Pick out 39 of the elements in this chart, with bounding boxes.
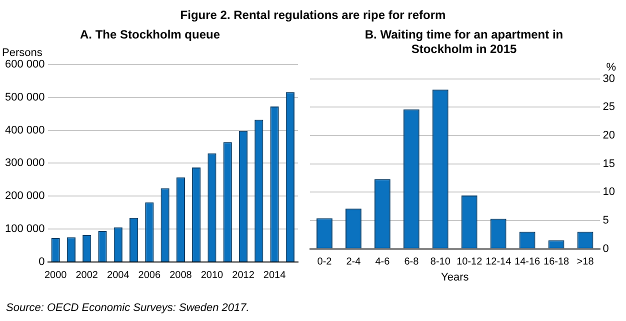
text: Figure 2. Rental regulations are ripe for reform [179, 8, 447, 22]
x-tick-label: 2000 [44, 270, 68, 281]
source-note: Source: OECD Economic Surveys: Sweden 2017. [6, 302, 250, 314]
x-tick-label: 2-4 [346, 256, 362, 268]
x-tick-label: 8-10 [430, 256, 451, 268]
x-tick-label: 0-2 [317, 256, 332, 268]
y-tick-label: 300 000 [4, 157, 45, 170]
x-tick-label: 2008 [170, 270, 192, 281]
x-tick-label: 2010 [200, 270, 224, 281]
x-tick-label: 10-12 [456, 256, 483, 268]
x-tick-label: 2012 [232, 270, 255, 281]
y-tick-label: 600 000 [4, 58, 45, 70]
y-tick-label: 0 [602, 242, 609, 255]
x-tick-label: 4-6 [375, 256, 390, 268]
y-tick-label: 10 [602, 186, 616, 198]
x-tick-label: 12-14 [486, 256, 512, 268]
y-tick-label: 500 000 [4, 91, 45, 104]
x-tick-label: 16-18 [544, 256, 570, 268]
y-tick-label: 15 [602, 158, 616, 170]
y-tick-label: 200 000 [4, 190, 45, 202]
y-tick-label: 30 [602, 72, 616, 85]
x-tick-label: 14-16 [514, 256, 541, 268]
x-tick-label: 6-8 [404, 256, 420, 268]
y-axis-title: Persons [2, 46, 43, 59]
y-tick-label: 5 [602, 214, 609, 226]
chart-title: B. Waiting time for an apartment in Stockholm in 2015 [364, 28, 564, 56]
y-tick-label: 0 [38, 256, 45, 268]
y-axis-title: % [606, 61, 616, 74]
x-axis-title: Years [441, 271, 470, 284]
y-tick-label: 25 [602, 101, 616, 114]
x-tick-label: 2006 [138, 270, 161, 281]
x-tick-label: >18 [576, 256, 594, 268]
x-tick-label: 2004 [107, 270, 130, 281]
x-tick-label: 2002 [76, 270, 98, 281]
chart-title: A. The Stockholm queue [80, 28, 220, 42]
y-tick-label: 400 000 [4, 124, 45, 136]
x-tick-label: 2014 [263, 270, 286, 281]
y-tick-label: 100 000 [4, 223, 45, 236]
y-tick-label: 20 [602, 130, 616, 142]
